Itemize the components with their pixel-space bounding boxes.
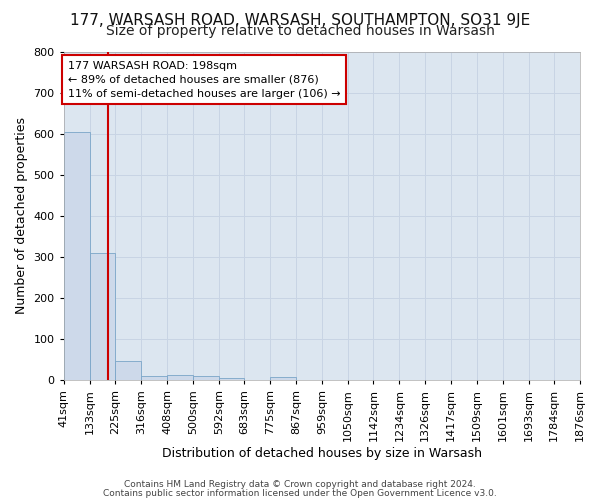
Bar xyxy=(141,376,167,380)
Bar xyxy=(270,377,296,380)
Bar xyxy=(64,132,89,380)
Text: Contains public sector information licensed under the Open Government Licence v3: Contains public sector information licen… xyxy=(103,488,497,498)
Text: 177 WARSASH ROAD: 198sqm
← 89% of detached houses are smaller (876)
11% of semi-: 177 WARSASH ROAD: 198sqm ← 89% of detach… xyxy=(68,60,340,98)
Bar xyxy=(115,360,141,380)
X-axis label: Distribution of detached houses by size in Warsash: Distribution of detached houses by size … xyxy=(162,447,482,460)
Text: Size of property relative to detached houses in Warsash: Size of property relative to detached ho… xyxy=(106,24,494,38)
Bar xyxy=(193,376,219,380)
Bar xyxy=(89,253,115,380)
Bar xyxy=(219,378,244,380)
Text: 177, WARSASH ROAD, WARSASH, SOUTHAMPTON, SO31 9JE: 177, WARSASH ROAD, WARSASH, SOUTHAMPTON,… xyxy=(70,12,530,28)
Text: Contains HM Land Registry data © Crown copyright and database right 2024.: Contains HM Land Registry data © Crown c… xyxy=(124,480,476,489)
Bar xyxy=(167,375,193,380)
Y-axis label: Number of detached properties: Number of detached properties xyxy=(15,118,28,314)
